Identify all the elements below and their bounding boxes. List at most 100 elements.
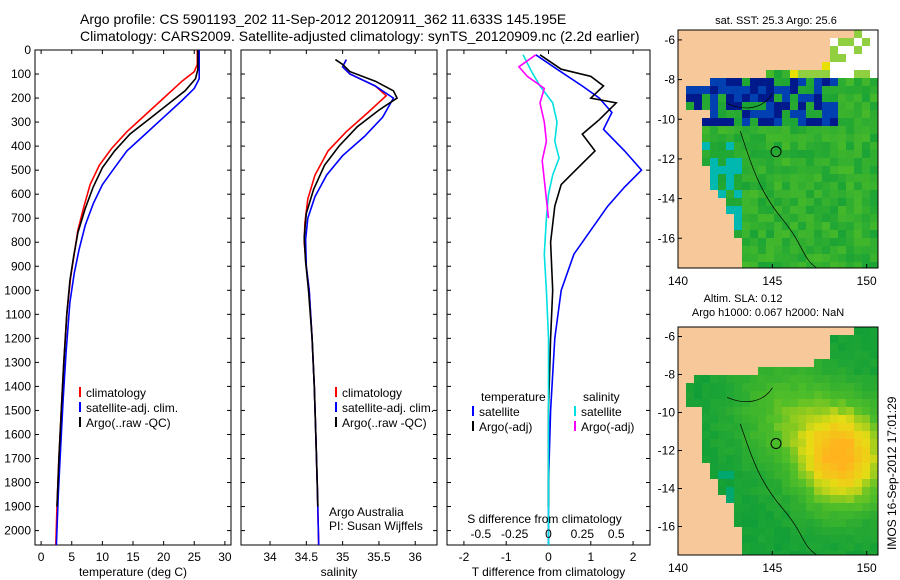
sea-cell [830, 86, 838, 94]
sea-cell [758, 94, 766, 102]
sea-cell [742, 222, 750, 230]
sea-cell [814, 110, 822, 118]
sea-cell [774, 431, 782, 439]
sea-cell [822, 383, 830, 391]
sea-cell [838, 495, 846, 503]
sea-cell [862, 150, 870, 158]
sea-cell [790, 142, 798, 150]
sea-cell [758, 222, 766, 230]
sea-cell [766, 230, 774, 238]
sea-cell [782, 222, 790, 230]
sea-cell [790, 118, 798, 126]
sea-cell [854, 30, 862, 38]
sea-cell [806, 383, 814, 391]
y-tick-label: 1900 [4, 500, 31, 514]
sea-cell [750, 86, 758, 94]
sea-cell [862, 182, 870, 190]
sea-cell [870, 439, 878, 447]
sea-cell [846, 519, 854, 527]
sea-cell [830, 190, 838, 198]
sea-cell [694, 375, 702, 383]
sea-cell [806, 463, 814, 471]
sea-cell [710, 142, 718, 150]
sea-cell [870, 359, 878, 367]
sea-cell [758, 415, 766, 423]
sea-cell [830, 54, 838, 62]
sea-cell [726, 471, 734, 479]
sea-cell [758, 471, 766, 479]
sea-cell [806, 503, 814, 511]
sea-cell [862, 415, 870, 423]
sea-cell [862, 190, 870, 198]
sea-cell [838, 367, 846, 375]
sea-cell [846, 543, 854, 551]
sea-cell [862, 222, 870, 230]
sea-cell [814, 383, 822, 391]
sea-cell [862, 423, 870, 431]
series-line-1 [55, 50, 200, 546]
sea-cell [766, 471, 774, 479]
x-tick-label: 35.5 [367, 550, 391, 564]
sea-cell [742, 455, 750, 463]
sea-cell [750, 495, 758, 503]
sea-cell [806, 102, 814, 110]
sea-cell [806, 415, 814, 423]
sea-cell [798, 230, 806, 238]
sea-cell [846, 118, 854, 126]
sea-cell [726, 415, 734, 423]
sea-cell [790, 543, 798, 551]
sea-cell [742, 94, 750, 102]
sea-cell [734, 86, 742, 94]
sea-cell [734, 182, 742, 190]
map-y-tick-label: -6 [664, 330, 675, 344]
sea-cell [718, 463, 726, 471]
sea-cell [854, 375, 862, 383]
sea-cell [726, 399, 734, 407]
sea-cell [838, 262, 846, 268]
profile-marker [770, 146, 782, 158]
sea-cell [862, 86, 870, 94]
x-axis-label: temperature (deg C) [79, 565, 187, 579]
sea-cell [750, 126, 758, 134]
sea-cell [790, 551, 798, 555]
sea-cell [726, 407, 734, 415]
sea-cell [854, 519, 862, 527]
sea-cell [862, 455, 870, 463]
sea-cell [814, 102, 822, 110]
sea-cell [862, 38, 870, 46]
sea-cell [766, 190, 774, 198]
sea-cell [766, 479, 774, 487]
sea-cell [710, 134, 718, 142]
sea-cell [742, 527, 750, 535]
sea-cell [702, 399, 710, 407]
sea-cell [838, 214, 846, 222]
sea-cell [774, 391, 782, 399]
sea-cell [798, 190, 806, 198]
sea-cell [750, 519, 758, 527]
sea-cell [814, 415, 822, 423]
sea-cell [838, 343, 846, 351]
sea-cell [758, 78, 766, 86]
x-tick-label: 0 [545, 550, 552, 564]
sea-cell [790, 230, 798, 238]
sea-cell [790, 174, 798, 182]
map-subtitle: Argo h1000: 0.067 h2000: NaN [692, 307, 844, 319]
sea-cell [838, 335, 846, 343]
sea-cell [806, 206, 814, 214]
sea-cell [750, 503, 758, 511]
sea-cell [806, 479, 814, 487]
sea-cell [814, 375, 822, 383]
sea-cell [822, 158, 830, 166]
sea-cell [806, 527, 814, 535]
sea-cell [798, 415, 806, 423]
sea-cell [766, 174, 774, 182]
legend-label: Argo(-adj) [581, 420, 634, 434]
sea-cell [782, 254, 790, 262]
sea-cell [830, 198, 838, 206]
sea-cell [766, 262, 774, 268]
sea-cell [790, 503, 798, 511]
sea-cell [758, 479, 766, 487]
sea-cell [798, 78, 806, 86]
sea-cell [854, 335, 862, 343]
sea-cell [838, 102, 846, 110]
